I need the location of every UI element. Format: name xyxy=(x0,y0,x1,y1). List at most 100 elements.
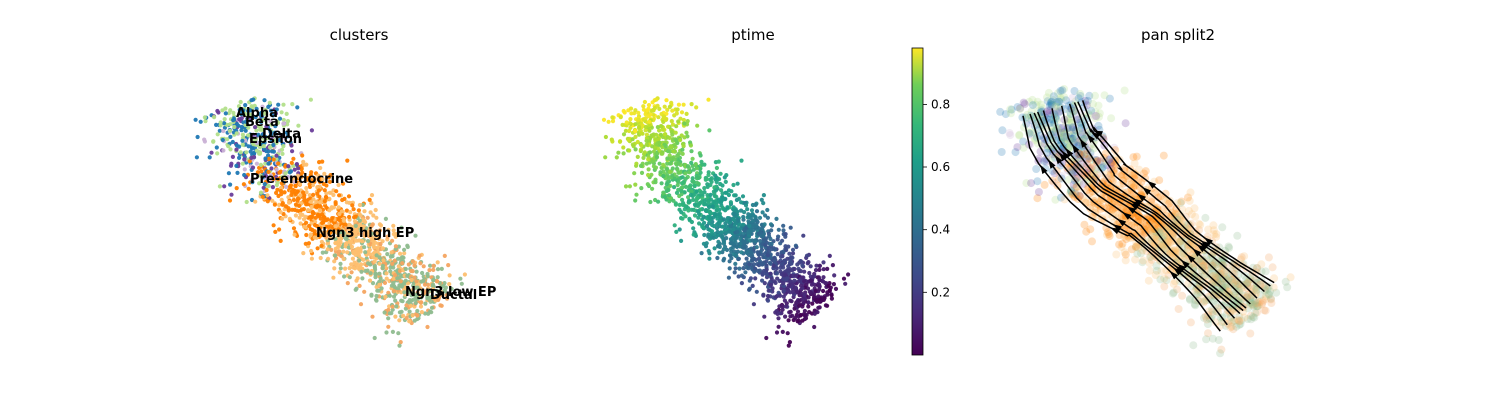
scatter-point xyxy=(760,278,765,283)
scatter-point xyxy=(362,218,367,223)
colorbar-tick-label: 0.4 xyxy=(931,223,950,237)
scatter-point xyxy=(312,176,317,181)
scatter-point xyxy=(396,286,401,291)
scatter-point xyxy=(193,117,198,122)
scatter-point xyxy=(317,179,323,185)
scatter-point xyxy=(785,286,790,291)
scatter-point xyxy=(412,318,417,323)
scatter-point xyxy=(348,239,353,244)
scatter-point xyxy=(240,161,245,166)
scatter-point xyxy=(733,261,738,266)
scatter-point xyxy=(223,111,228,116)
scatter-point xyxy=(284,111,289,116)
scatter-point xyxy=(783,244,788,249)
scatter-point xyxy=(214,145,219,150)
scatter-point xyxy=(228,134,233,139)
scatter-point xyxy=(297,215,302,220)
scatter-point xyxy=(722,256,727,261)
scatter-point xyxy=(373,207,378,213)
scatter-point xyxy=(801,300,806,306)
scatter-point xyxy=(664,98,669,103)
scatter-point xyxy=(797,277,803,283)
scatter-point xyxy=(805,261,810,266)
scatter-point xyxy=(624,120,629,125)
scatter-point xyxy=(247,108,252,113)
scatter-point xyxy=(695,203,701,208)
scatter-point xyxy=(278,238,283,243)
scatter-point xyxy=(216,110,221,115)
scatter-point xyxy=(676,161,682,166)
scatter-point xyxy=(679,189,684,194)
scatter-point xyxy=(444,293,449,298)
scatter-point xyxy=(817,282,822,287)
scatter-point xyxy=(341,256,346,262)
scatter-point xyxy=(746,214,752,219)
scatter-point xyxy=(234,186,239,191)
scatter-point xyxy=(774,216,779,221)
scatter-point xyxy=(1130,159,1139,168)
scatter-point xyxy=(798,259,804,264)
scatter-point xyxy=(333,237,338,242)
scatter-point xyxy=(247,159,252,164)
scatter-point xyxy=(614,155,619,160)
scatter-point xyxy=(311,192,316,197)
scatter-point xyxy=(716,243,721,248)
scatter-point xyxy=(665,107,670,112)
scatter-point xyxy=(751,213,756,218)
scatter-point xyxy=(685,164,691,169)
scatter-point xyxy=(435,260,440,265)
scatter-point xyxy=(680,197,685,202)
clusters-title: clusters xyxy=(330,26,389,44)
scatter-point xyxy=(307,182,312,187)
scatter-point xyxy=(392,273,398,278)
scatter-point xyxy=(386,316,391,321)
scatter-point xyxy=(750,283,755,288)
scatter-point xyxy=(778,254,784,259)
scatter-point xyxy=(758,239,763,244)
scatter-point xyxy=(362,245,367,250)
cluster-label-pre-endocrine: Pre-endocrine xyxy=(250,172,353,187)
scatter-point xyxy=(405,286,410,291)
scatter-point xyxy=(429,310,434,315)
scatter-point xyxy=(344,241,349,246)
scatter-point xyxy=(1237,253,1246,262)
scatter-point xyxy=(304,220,309,225)
scatter-point xyxy=(412,275,417,280)
scatter-point xyxy=(753,224,759,229)
scatter-point xyxy=(231,110,236,115)
scatter-point xyxy=(370,222,375,227)
scatter-point xyxy=(368,262,373,267)
scatter-point xyxy=(743,203,749,208)
scatter-point xyxy=(690,156,695,161)
scatter-point xyxy=(260,194,265,199)
scatter-point xyxy=(630,137,635,142)
scatter-point xyxy=(1112,250,1121,259)
scatter-point xyxy=(309,256,314,261)
scatter-point xyxy=(1191,212,1200,221)
scatter-point xyxy=(788,225,793,230)
scatter-point xyxy=(360,202,365,207)
scatter-point xyxy=(687,170,692,175)
scatter-point xyxy=(315,191,320,196)
scatter-point xyxy=(217,128,222,133)
scatter-point xyxy=(667,104,673,109)
scatter-point xyxy=(280,175,285,180)
scatter-point xyxy=(670,108,675,113)
scatter-point xyxy=(295,196,301,201)
scatter-point xyxy=(755,250,760,255)
scatter-point xyxy=(644,138,649,143)
scatter-point xyxy=(680,147,685,152)
scatter-point xyxy=(274,107,279,112)
scatter-point xyxy=(1091,91,1099,100)
scatter-point xyxy=(760,210,765,215)
scatter-point xyxy=(234,143,239,148)
scatter-point xyxy=(251,155,257,160)
scatter-point xyxy=(221,128,226,134)
scatter-point xyxy=(421,278,426,283)
scatter-point xyxy=(692,213,698,218)
scatter-point xyxy=(244,112,249,117)
scatter-point xyxy=(660,151,665,156)
scatter-point xyxy=(262,182,267,187)
scatter-point xyxy=(724,236,729,241)
scatter-point xyxy=(638,163,644,168)
